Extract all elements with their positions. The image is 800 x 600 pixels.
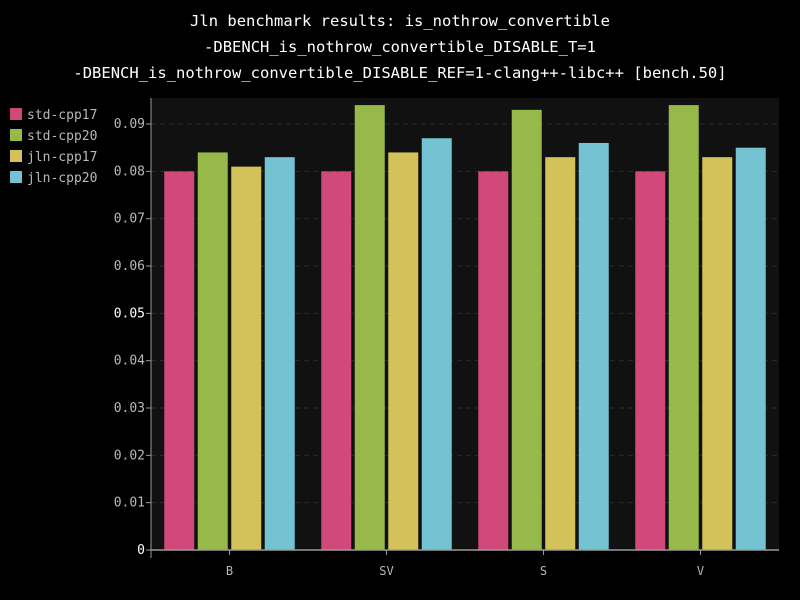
bar-jln-cpp17-B (231, 166, 262, 550)
legend-label: jln-cpp17 (27, 150, 97, 165)
bar-std-cpp17-V (635, 171, 666, 550)
x-tick-label: SV (379, 564, 393, 578)
legend-swatch (10, 108, 22, 120)
legend-label: jln-cpp20 (27, 171, 97, 186)
legend-label: std-cpp20 (27, 129, 97, 144)
bar-jln-cpp17-V (702, 157, 733, 551)
chart-title-line-3: -DBENCH_is_nothrow_convertible_DISABLE_R… (73, 64, 726, 82)
x-tick-label: B (226, 564, 233, 578)
legend-swatch (10, 150, 22, 162)
y-tick-label: 0 (137, 543, 145, 558)
chart-title-line-2: -DBENCH_is_nothrow_convertible_DISABLE_T… (204, 38, 596, 56)
y-axis: 0 0.01 0.02 0.03 0.04 0.05 0.06 0.07 0.08 0.09 (114, 117, 151, 558)
legend-swatch (10, 171, 22, 183)
bar-std-cpp20-V (668, 105, 699, 550)
y-tick-label: 0.09 (114, 117, 145, 132)
y-tick-label: 0.02 (114, 448, 145, 463)
bar-jln-cpp17-SV (388, 152, 419, 550)
legend-item-std-cpp20[interactable]: std-cpp20 (10, 129, 97, 144)
bar-std-cpp20-S (511, 109, 542, 550)
legend-item-jln-cpp20[interactable]: jln-cpp20 (10, 171, 97, 186)
bar-std-cpp20-B (197, 152, 228, 550)
bar-jln-cpp20-V (735, 147, 766, 550)
chart-title-line-1: Jln benchmark results: is_nothrow_conver… (190, 12, 610, 30)
y-tick-label: 0.05 (114, 306, 145, 321)
legend: std-cpp17 std-cpp20 jln-cpp17 jln-cpp20 (10, 108, 97, 186)
bar-jln-cpp20-SV (421, 138, 452, 551)
y-tick-label: 0.04 (114, 354, 145, 369)
x-tick-label: S (540, 564, 547, 578)
legend-swatch (10, 129, 22, 141)
chart-title: Jln benchmark results: is_nothrow_conver… (73, 12, 726, 82)
y-tick-label: 0.08 (114, 164, 145, 179)
x-axis: B SV S V (226, 550, 704, 578)
y-tick-label: 0.06 (114, 259, 145, 274)
bar-std-cpp17-S (478, 171, 509, 550)
bar-jln-cpp20-S (578, 142, 609, 550)
y-tick-label: 0.01 (114, 496, 145, 511)
legend-item-std-cpp17[interactable]: std-cpp17 (10, 108, 97, 123)
bar-jln-cpp20-B (264, 157, 295, 551)
bar-std-cpp20-SV (354, 105, 385, 550)
bar-jln-cpp17-S (545, 157, 576, 551)
y-tick-label: 0.03 (114, 401, 145, 416)
bar-std-cpp17-SV (321, 171, 352, 550)
legend-label: std-cpp17 (27, 108, 97, 123)
bar-std-cpp17-B (164, 171, 195, 550)
bars (164, 105, 766, 551)
x-tick-label: V (697, 564, 704, 578)
y-tick-label: 0.07 (114, 212, 145, 227)
legend-item-jln-cpp17[interactable]: jln-cpp17 (10, 150, 97, 165)
